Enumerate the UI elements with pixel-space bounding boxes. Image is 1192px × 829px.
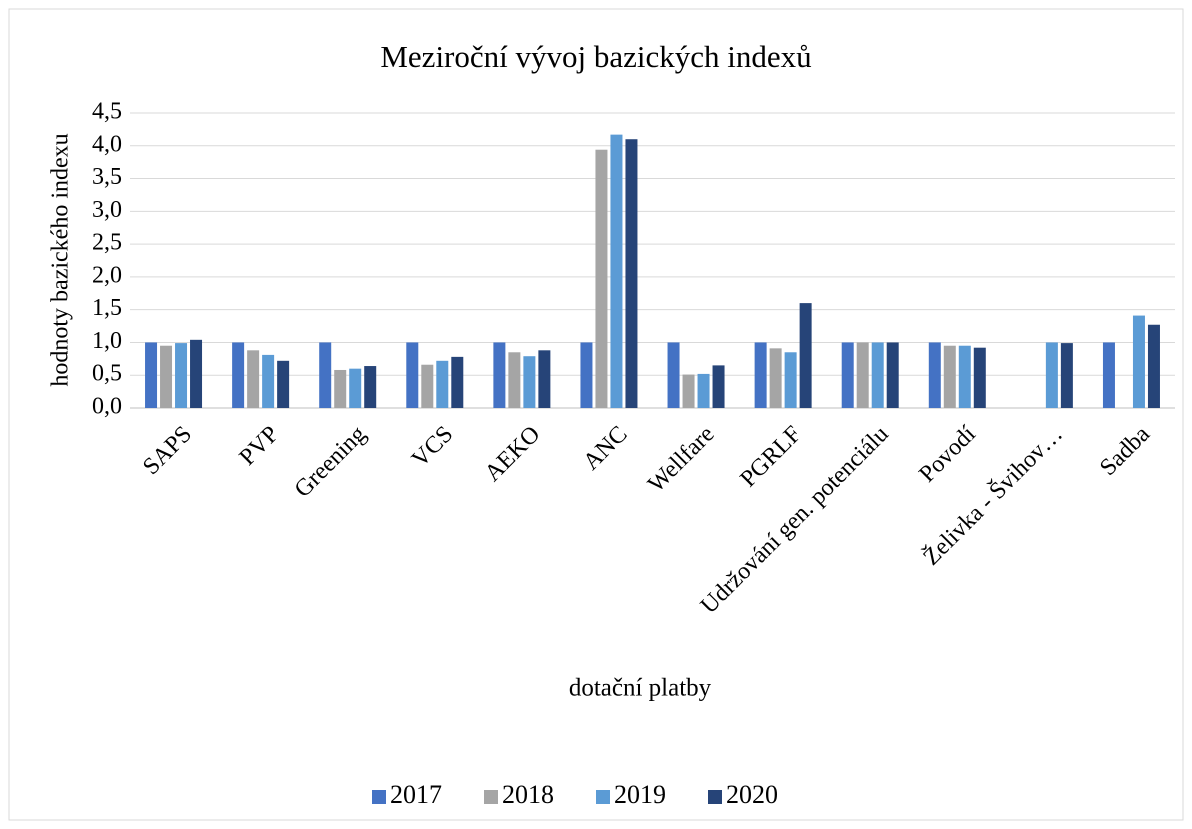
bar xyxy=(190,339,203,408)
bar xyxy=(871,342,884,408)
chart-border xyxy=(8,8,1184,821)
x-axis-label: dotační platby xyxy=(569,675,712,702)
y-tick-label: 2,5 xyxy=(92,230,122,256)
bar xyxy=(610,134,623,408)
bar xyxy=(232,342,245,408)
bar xyxy=(175,343,188,408)
y-tick-label: 4,0 xyxy=(92,131,122,157)
bar xyxy=(1060,343,1073,408)
y-tick-label: 3,5 xyxy=(92,164,122,190)
bar xyxy=(712,365,725,408)
bar xyxy=(406,342,419,408)
legend-label: 2017 xyxy=(390,780,442,809)
bar xyxy=(334,369,347,408)
legend-swatch xyxy=(596,790,610,804)
bar xyxy=(364,366,377,408)
bar xyxy=(595,149,608,408)
bar xyxy=(1102,342,1115,408)
bar xyxy=(262,354,275,408)
bar xyxy=(973,347,986,408)
bar xyxy=(841,342,854,408)
bar xyxy=(886,342,899,408)
bar xyxy=(928,342,941,408)
bar xyxy=(682,374,695,408)
bar xyxy=(1147,324,1160,408)
bar xyxy=(958,345,971,408)
bar xyxy=(943,345,956,408)
y-tick-label: 1,5 xyxy=(92,295,122,321)
bar xyxy=(1045,342,1058,408)
bar xyxy=(523,356,536,408)
y-tick-label: 4,5 xyxy=(92,99,122,125)
y-tick-label: 3,0 xyxy=(92,197,122,223)
legend-label: 2019 xyxy=(614,780,666,809)
bar xyxy=(160,345,173,408)
bar xyxy=(538,350,551,408)
bar xyxy=(421,364,434,408)
bar xyxy=(784,352,797,408)
bar xyxy=(580,342,593,408)
bar xyxy=(247,350,260,408)
legend-label: 2020 xyxy=(726,780,778,809)
bar xyxy=(697,373,710,408)
bar xyxy=(493,342,506,408)
bar xyxy=(754,342,767,408)
y-axis-label: hodnoty bazického indexu xyxy=(48,133,74,386)
bar xyxy=(508,352,521,408)
bar xyxy=(667,342,680,408)
bar xyxy=(451,356,464,408)
y-tick-label: 2,0 xyxy=(92,262,122,288)
legend-swatch xyxy=(708,790,722,804)
legend-swatch xyxy=(372,790,386,804)
chart-title: Meziroční vývoj bazických indexů xyxy=(380,39,811,74)
bar xyxy=(625,139,638,408)
bar xyxy=(277,360,290,408)
bar xyxy=(319,342,332,408)
bar xyxy=(1132,315,1145,408)
legend-swatch xyxy=(484,790,498,804)
bar xyxy=(856,342,869,408)
y-tick-label: 0,5 xyxy=(92,361,122,387)
bar xyxy=(436,360,449,408)
y-tick-label: 1,0 xyxy=(92,328,122,354)
bar xyxy=(769,348,782,408)
legend-label: 2018 xyxy=(502,780,554,809)
bar xyxy=(349,368,362,408)
bar xyxy=(145,342,158,408)
bar xyxy=(799,303,812,408)
y-tick-label: 0,0 xyxy=(92,394,122,420)
